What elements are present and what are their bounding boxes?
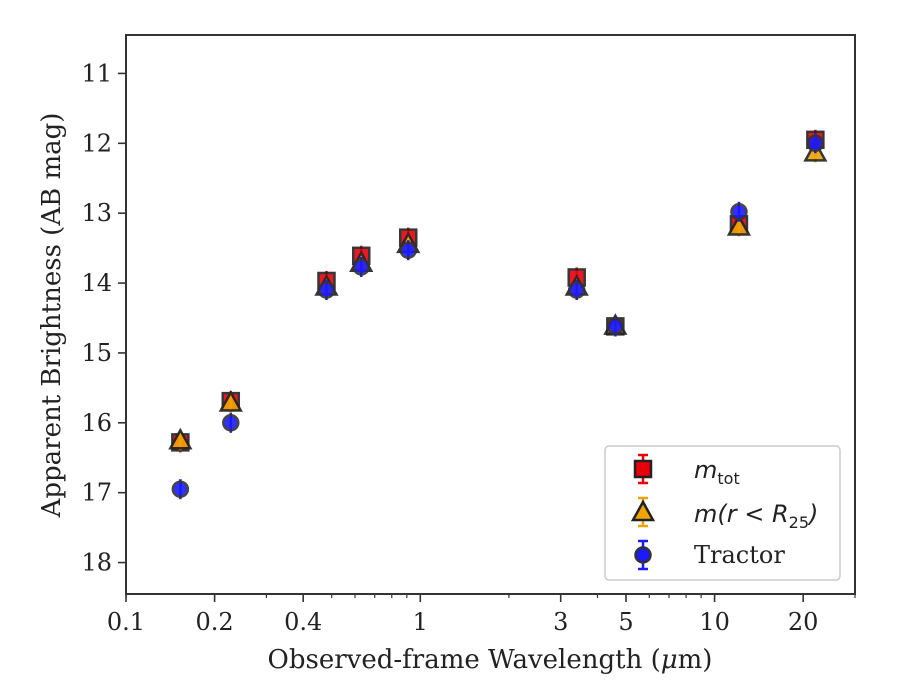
- y-tick-label: 11: [81, 59, 112, 87]
- y-tick-label: 17: [81, 479, 112, 507]
- m_r25-point: [726, 213, 752, 236]
- y-tick-label: 12: [81, 129, 112, 157]
- m_r25-point: [168, 427, 193, 450]
- x-tick-label: 3: [553, 608, 568, 636]
- x-axis-label-text: Observed-frame Wavelength (: [268, 645, 661, 675]
- x-tick-label: 5: [618, 608, 633, 636]
- tractor-point: [317, 281, 336, 299]
- plot-frame: [125, 34, 856, 595]
- x-tick-label: 20: [788, 608, 819, 636]
- y-tick-label: 13: [81, 199, 112, 227]
- x-axis-label: Observed-frame Wavelength (μm): [268, 645, 713, 675]
- x-tick-label: 0.1: [107, 608, 145, 636]
- tractor-point: [352, 258, 370, 276]
- legend-markers: [630, 453, 656, 571]
- y-tick-label: 16: [81, 409, 112, 437]
- legend-label-tractor: Tractor: [694, 541, 785, 569]
- x-tick-label: 0.2: [196, 608, 234, 636]
- legend-label-m-r25: m(r < R25): [694, 500, 818, 532]
- legend-marker-m_tot: [633, 459, 653, 479]
- tractor-point: [730, 203, 748, 221]
- x-axis-label-mu: μ: [661, 645, 678, 675]
- legend-marker-m_r25: [630, 499, 656, 522]
- legend: mtot m(r < R25) Tractor: [604, 445, 841, 581]
- x-axis-label-unit: m): [678, 645, 713, 675]
- axis-ticks: [118, 72, 804, 602]
- y-tick-label: 18: [81, 549, 112, 577]
- legend-label-m-tot: mtot: [694, 456, 740, 488]
- x-tick-label: 0.4: [284, 608, 322, 636]
- legend-marker-tractor: [634, 546, 652, 564]
- data-markers: [168, 129, 828, 500]
- y-tick-label: 14: [81, 269, 112, 297]
- x-tick-label: 1: [413, 608, 428, 636]
- legend-box: [604, 445, 841, 581]
- m_r25-point: [218, 389, 243, 412]
- tractor-point: [222, 414, 240, 432]
- tractor-point: [399, 241, 417, 259]
- x-tick-label: 10: [699, 608, 730, 636]
- tractor-point: [171, 480, 190, 498]
- y-axis-label: Apparent Brightness (AB mag): [37, 113, 67, 519]
- tractor-point: [606, 317, 625, 336]
- tractor-point: [806, 134, 825, 153]
- y-tick-label: 15: [81, 339, 112, 367]
- tractor-point: [567, 281, 586, 299]
